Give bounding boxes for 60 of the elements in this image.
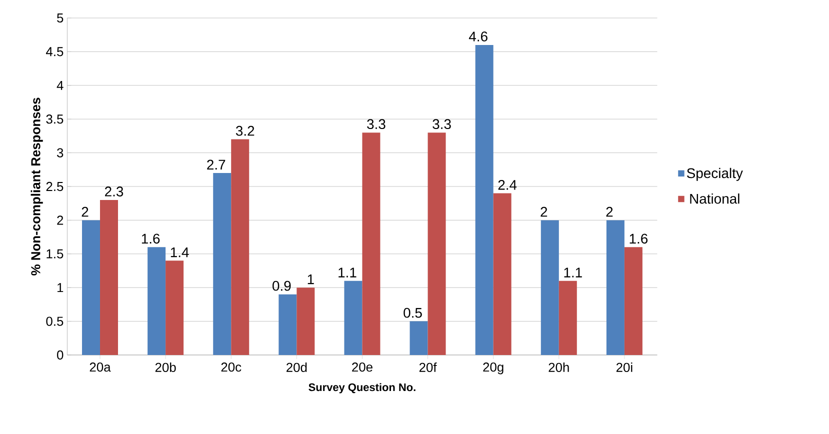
x-tick-label: 20f <box>419 362 437 372</box>
y-tick-label: 0 <box>57 350 64 360</box>
data-label: 2 <box>540 206 548 217</box>
bar <box>410 321 428 355</box>
data-label: 1.6 <box>630 234 648 244</box>
y-tick-label: 4.5 <box>46 47 64 56</box>
data-label: 0.5 <box>404 308 422 318</box>
data-label: 1.6 <box>142 234 160 244</box>
bar <box>166 260 184 355</box>
data-label: 0.9 <box>272 280 291 291</box>
bar <box>82 220 100 355</box>
bar <box>100 200 118 355</box>
x-tick-label: 20d <box>286 362 307 372</box>
bar <box>213 173 232 355</box>
bar <box>428 132 446 355</box>
legend-label: National <box>690 193 740 204</box>
bar <box>278 294 297 355</box>
bar <box>344 280 362 355</box>
bar <box>362 132 380 355</box>
bar <box>475 44 494 355</box>
y-tick-label: 0.5 <box>46 316 64 326</box>
data-label: 2.4 <box>498 180 517 190</box>
bar <box>296 288 315 355</box>
data-label: 2.3 <box>105 186 124 196</box>
bar <box>606 220 624 355</box>
y-tick-label: 3 <box>57 148 64 158</box>
bar <box>493 193 512 355</box>
x-tick-label: 20h <box>548 362 569 372</box>
y-tick-label: 1.5 <box>46 249 64 258</box>
data-label: 1 <box>308 274 314 284</box>
data-label: 2 <box>82 206 88 217</box>
bar <box>624 247 642 355</box>
x-tick-label: 20g <box>483 362 504 374</box>
data-label: 1.4 <box>170 248 189 258</box>
y-tick-label: 1 <box>57 283 64 292</box>
y-tick-label: 2.5 <box>46 182 64 192</box>
data-label: 1.1 <box>564 268 582 278</box>
y-tick-label: 2 <box>57 216 64 225</box>
y-tick-label: 3.5 <box>46 114 64 124</box>
bar <box>540 220 559 355</box>
x-tick-label: 20c <box>221 362 242 372</box>
data-label: 1.1 <box>338 268 356 278</box>
x-axis-title: Survey Question No. <box>308 383 416 394</box>
y-tick-label: 4 <box>56 80 64 90</box>
data-label: 4.6 <box>468 32 488 42</box>
bar <box>558 280 577 355</box>
x-tick-label: 20e <box>352 362 372 372</box>
legend-label: Specialty <box>686 168 743 181</box>
bar <box>231 139 250 355</box>
x-tick-label: 20a <box>90 362 111 372</box>
bar <box>148 247 166 355</box>
data-label: 3.3 <box>367 119 386 130</box>
y-axis-title: % Non-compliant Responses <box>30 98 43 276</box>
data-label: 3.3 <box>432 119 451 130</box>
data-label: 2 <box>606 206 613 217</box>
y-tick-label: 5 <box>57 13 64 23</box>
x-tick-label: 20b <box>155 362 176 372</box>
x-tick-label: 20i <box>616 362 632 372</box>
data-label: 2.7 <box>207 160 226 170</box>
data-label: 3.2 <box>236 126 254 136</box>
